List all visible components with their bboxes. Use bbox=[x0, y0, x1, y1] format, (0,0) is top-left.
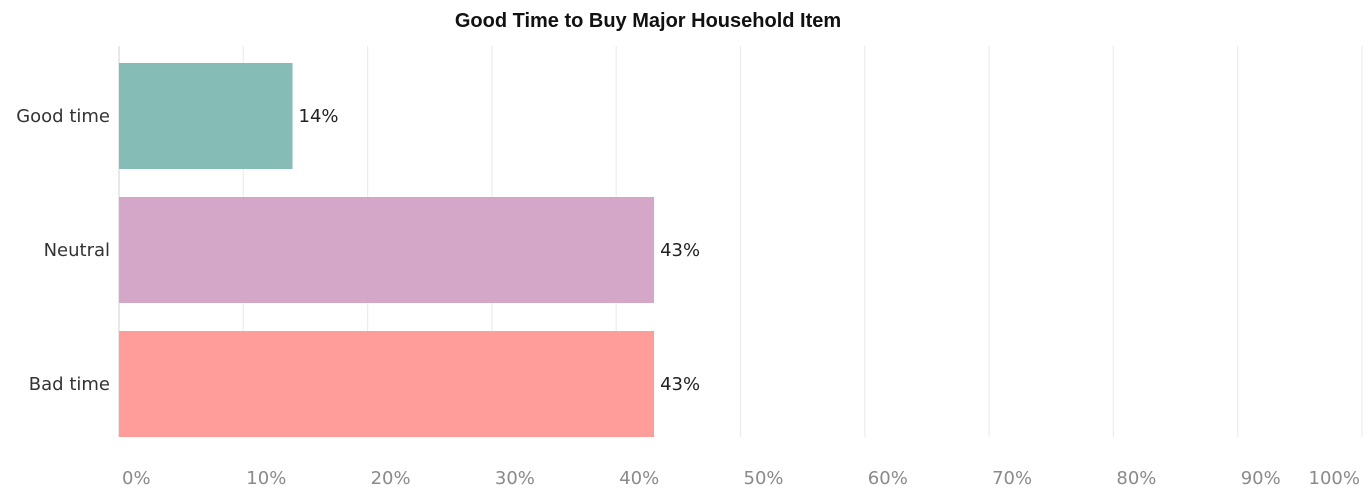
category-labels: Good time Neutral Bad time bbox=[16, 106, 110, 395]
x-tick-label: 30% bbox=[495, 468, 535, 489]
value-label: 14% bbox=[299, 106, 339, 127]
chart-title: Good Time to Buy Major Household Item bbox=[455, 10, 841, 32]
x-tick-label: 70% bbox=[992, 468, 1032, 489]
x-tick-label: 10% bbox=[246, 468, 286, 489]
bar-bad-time bbox=[119, 331, 655, 437]
x-tick-label: 80% bbox=[1116, 468, 1156, 489]
x-tick-label: 60% bbox=[868, 468, 908, 489]
x-tick-label: 50% bbox=[744, 468, 784, 489]
value-label: 43% bbox=[660, 240, 700, 261]
category-label: Neutral bbox=[44, 240, 110, 261]
value-labels: 14% 43% 43% bbox=[299, 106, 701, 395]
x-tick-label: 90% bbox=[1241, 468, 1281, 489]
category-label: Bad time bbox=[29, 374, 110, 395]
bars bbox=[119, 63, 655, 437]
bar-neutral bbox=[119, 197, 655, 303]
x-tick-label: 20% bbox=[371, 468, 411, 489]
bar-good-time bbox=[119, 63, 293, 169]
category-label: Good time bbox=[16, 106, 110, 127]
x-tick-label: 40% bbox=[619, 468, 659, 489]
value-label: 43% bbox=[660, 374, 700, 395]
x-tick-label: 100% bbox=[1309, 468, 1360, 489]
x-tick-label: 0% bbox=[122, 468, 151, 489]
x-axis-ticks: 0% 10% 20% 30% 40% 50% 60% 70% 80% 90% 100% bbox=[122, 468, 1360, 489]
